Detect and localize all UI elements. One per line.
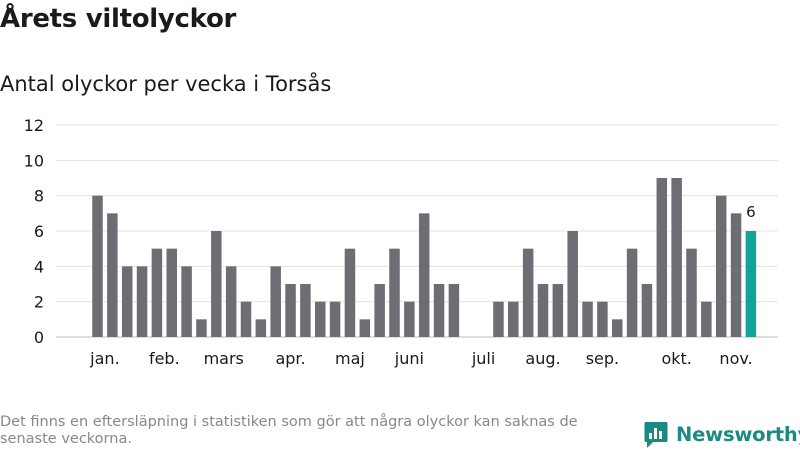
y-tick-label: 6 <box>34 222 44 241</box>
bar <box>404 301 415 337</box>
x-tick-label: jan. <box>89 349 119 368</box>
bar <box>597 301 608 337</box>
y-tick-label: 12 <box>24 116 44 135</box>
bar <box>715 195 727 337</box>
bar <box>166 248 177 337</box>
bar <box>92 195 103 337</box>
bar <box>582 301 593 337</box>
bar <box>315 301 326 337</box>
bar <box>537 284 549 337</box>
x-tick-label: feb. <box>149 349 180 368</box>
bar <box>656 178 668 337</box>
bar <box>225 266 237 337</box>
bar <box>626 248 638 337</box>
bar <box>136 266 148 337</box>
y-axis-ticks: 0 2 4 6 8 10 12 <box>24 116 44 347</box>
newsworthy-logo: Newsworthy <box>644 419 800 449</box>
bar <box>151 248 163 337</box>
bar <box>686 248 697 337</box>
x-tick-label: aug. <box>525 349 560 368</box>
bar <box>493 301 504 337</box>
newsworthy-logo-icon <box>644 422 668 448</box>
bar <box>344 248 356 337</box>
bar <box>522 248 534 337</box>
bar <box>641 284 653 337</box>
y-tick-label: 8 <box>34 187 44 206</box>
bar <box>567 231 578 337</box>
x-tick-label: nov. <box>719 349 752 368</box>
x-tick-label: mars <box>204 349 244 368</box>
grid-lines <box>56 124 778 338</box>
bar <box>211 231 222 337</box>
x-tick-label: apr. <box>275 349 305 368</box>
bar <box>612 319 623 337</box>
bars <box>92 178 757 337</box>
data-labels: 6 <box>746 203 756 221</box>
bar <box>730 213 742 337</box>
x-tick-label: juni <box>394 349 424 368</box>
bar <box>552 284 564 337</box>
logo-text: Newsworthy <box>676 422 800 446</box>
bar-chart: 0 2 4 6 8 10 12 6 jan. feb. mars apr. maj juni juli a… <box>24 116 778 368</box>
bar <box>389 248 400 337</box>
y-tick-label: 4 <box>34 257 44 276</box>
bar <box>359 319 371 337</box>
bar <box>285 284 296 337</box>
chart-title: Årets viltolyckor <box>0 4 237 34</box>
bar <box>418 213 430 337</box>
bar <box>270 266 281 337</box>
y-tick-label: 2 <box>34 293 44 312</box>
bar <box>107 213 118 337</box>
bar <box>121 266 133 337</box>
x-tick-label: maj <box>335 349 365 368</box>
bar <box>329 301 341 337</box>
bar <box>448 284 460 337</box>
bar <box>433 284 445 337</box>
x-tick-label: okt. <box>661 349 691 368</box>
bar <box>181 266 192 337</box>
footnote: Det finns en eftersläpning i statistiken… <box>0 414 578 447</box>
x-tick-label: juli <box>471 349 495 368</box>
bar <box>240 301 252 337</box>
bar <box>671 178 682 337</box>
bar <box>508 301 519 337</box>
highlighted-bar <box>745 231 757 337</box>
data-label: 6 <box>746 203 756 221</box>
bar <box>374 284 385 337</box>
x-axis-ticks: jan. feb. mars apr. maj juni juli aug. sep. okt. n… <box>89 349 752 368</box>
chart-subtitle: Antal olyckor per vecka i Torsås <box>0 72 332 96</box>
y-tick-label: 0 <box>34 328 44 347</box>
y-tick-label: 10 <box>24 151 44 170</box>
bar <box>300 284 311 337</box>
bar <box>196 319 207 337</box>
bar <box>255 319 267 337</box>
bar <box>701 301 712 337</box>
x-tick-label: sep. <box>586 349 619 368</box>
